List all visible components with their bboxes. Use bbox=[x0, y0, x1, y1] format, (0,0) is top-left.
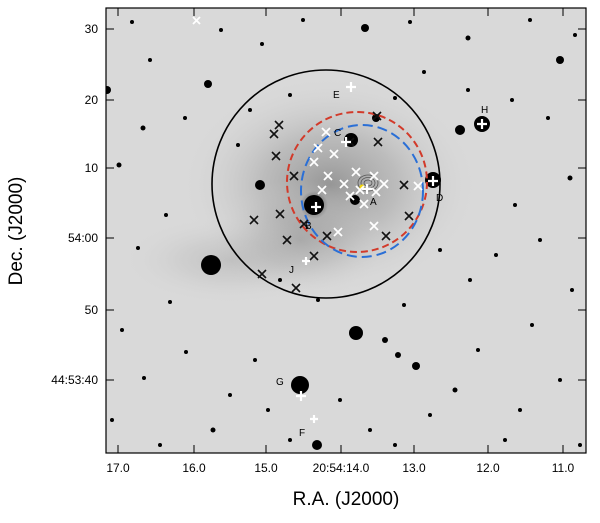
star-label-d: D bbox=[436, 193, 443, 204]
y-tick-label: 44:53:40 bbox=[51, 373, 98, 387]
sky-image: A B C D E F G H J bbox=[106, 8, 586, 453]
star-label-j: J bbox=[289, 265, 294, 276]
red-dashed-circle bbox=[286, 111, 428, 253]
star-label-g: G bbox=[276, 377, 284, 388]
y-tick-label: 50 bbox=[85, 303, 99, 317]
star-label-c: C bbox=[334, 128, 341, 139]
blue-dashed-circle bbox=[300, 124, 424, 258]
y-tick-labels: 30 20 10 54:00 50 44:53:40 bbox=[51, 22, 98, 387]
x-tick-labels: 17.0 16.0 15.0 20:54:14.0 13.0 12.0 11.0 bbox=[106, 461, 574, 475]
x-tick-label: 11.0 bbox=[552, 461, 575, 475]
x-tick-label: 15.0 bbox=[254, 461, 278, 475]
x-axis-title: R.A. (J2000) bbox=[293, 489, 400, 510]
plot-frame bbox=[105, 7, 587, 454]
star-labels: A B C D E F G H J bbox=[276, 90, 488, 439]
white-plus-marks bbox=[296, 82, 487, 423]
x-tick-label: 17.0 bbox=[106, 461, 130, 475]
x-tick-label: 12.0 bbox=[476, 461, 500, 475]
star-label-b: B bbox=[305, 221, 312, 232]
faint-stars bbox=[110, 18, 582, 447]
y-tick-label: 20 bbox=[85, 93, 99, 107]
star-label-a: A bbox=[370, 197, 377, 208]
star-label-h: H bbox=[481, 105, 488, 116]
x-tick-label: 20:54:14.0 bbox=[313, 461, 370, 475]
y-tick-label: 30 bbox=[85, 22, 99, 36]
white-crosses bbox=[192, 16, 423, 237]
large-black-circle bbox=[211, 69, 441, 299]
star-label-e: E bbox=[333, 90, 340, 101]
x-tick-label: 13.0 bbox=[402, 461, 426, 475]
y-tick-label: 10 bbox=[85, 161, 99, 175]
star-label-f: F bbox=[299, 428, 305, 439]
y-axis-title: Dec. (J2000) bbox=[6, 177, 27, 286]
y-tick-label: 54:00 bbox=[68, 231, 98, 245]
x-tick-label: 16.0 bbox=[182, 461, 206, 475]
tick-marks bbox=[106, 8, 586, 453]
